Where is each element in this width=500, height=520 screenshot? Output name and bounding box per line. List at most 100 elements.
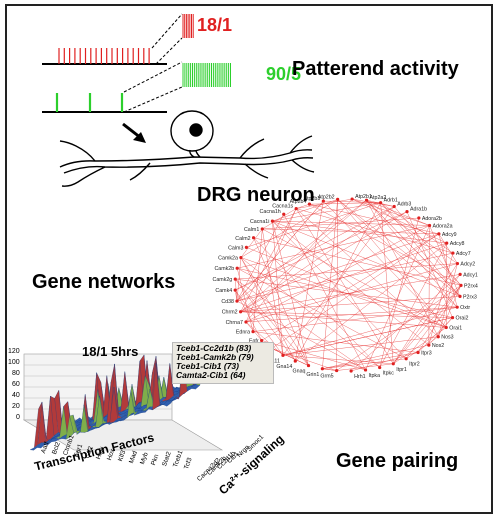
network-edge	[240, 228, 263, 258]
network-node	[260, 338, 264, 343]
gene-node-label: Gna14	[276, 364, 292, 370]
gene-node-label: Cd38	[221, 299, 234, 305]
gene-node-label: Itpr2	[409, 362, 420, 368]
network-edge	[296, 198, 353, 209]
network-edge	[337, 199, 447, 328]
gene-node-label: Adrb1	[384, 198, 398, 204]
gene-node-label: Nos2	[432, 343, 444, 349]
y-tick: 60	[12, 381, 20, 388]
gene-node-label: Adcy8	[450, 241, 465, 247]
gene-node-label: Adora2a	[433, 223, 453, 229]
network-edge	[295, 242, 447, 362]
network-edge	[236, 199, 367, 302]
gene-node-label: Adcy1	[463, 272, 478, 278]
gene-node-label: Atp2b1	[355, 194, 372, 200]
network-edge	[272, 199, 338, 222]
network-edge	[245, 208, 297, 323]
gene-node-label: Itpkc	[383, 371, 395, 377]
gene-node-label: Grm5	[320, 374, 333, 380]
network-edge	[240, 199, 367, 312]
network-node	[235, 299, 239, 303]
network-node	[364, 198, 369, 202]
network-edge	[393, 327, 447, 364]
gene-node-label: Camk4	[215, 288, 232, 294]
network-edge	[271, 233, 439, 349]
network-edge	[336, 199, 338, 371]
arrow-icon	[122, 122, 146, 143]
network-edge	[438, 233, 458, 264]
network-node	[239, 255, 243, 260]
y-tick: 120	[8, 348, 20, 355]
network-edge	[245, 263, 458, 323]
network-edge	[322, 358, 407, 370]
network-node	[392, 204, 396, 209]
y-tick: 20	[12, 403, 20, 410]
network-node	[270, 219, 274, 223]
network-node	[235, 266, 239, 270]
network-edge	[236, 200, 324, 302]
network-edge	[429, 225, 461, 297]
network-edge	[295, 201, 324, 362]
network-edge	[309, 202, 381, 205]
gene-node-label: Adrb3	[397, 202, 411, 208]
network-edge	[428, 253, 454, 346]
network-edge	[271, 348, 309, 366]
gene-node-label: Adora2b	[422, 216, 442, 222]
network-node	[260, 227, 264, 231]
network-edge	[323, 200, 381, 203]
gene-node-label: Adcy9	[442, 232, 457, 238]
network-edge	[322, 352, 419, 370]
network-edge	[240, 199, 338, 258]
network-edge	[237, 267, 407, 359]
network-node	[455, 261, 460, 266]
network-edge	[240, 206, 395, 312]
network-edge	[282, 206, 395, 356]
network-edge	[252, 331, 419, 353]
pair-label-3: Tceb1-Cib1 (73)	[176, 361, 239, 371]
network-edge	[336, 285, 462, 371]
network-edge	[235, 206, 395, 291]
gene-node-label: Oxtr	[460, 305, 470, 311]
network-node	[378, 365, 382, 370]
network-node	[281, 353, 285, 357]
gene-node-label: P2rx4	[464, 283, 478, 289]
network-edge	[366, 200, 439, 337]
network-edge	[366, 199, 458, 264]
network-edge	[240, 311, 453, 318]
y-tick: 40	[12, 392, 20, 399]
network-edge	[337, 199, 458, 308]
gene-networks-title: Gene networks	[32, 271, 176, 293]
network-edge	[352, 198, 430, 226]
gene-node-label: Nos3	[441, 335, 453, 341]
network-node	[437, 232, 441, 236]
network-node	[233, 277, 237, 281]
network-edge	[366, 199, 461, 297]
gene-node-label: Itpr3	[421, 350, 432, 356]
network-edge	[237, 267, 453, 318]
figure-frame	[5, 4, 493, 514]
network-node	[293, 359, 297, 363]
gene-node-label: Camk2b	[214, 266, 234, 272]
network-node	[244, 245, 249, 249]
network-edge	[236, 268, 254, 332]
gene-node-label: Calm1	[244, 227, 259, 233]
gene-node-label: Egfr	[249, 338, 259, 344]
network-node	[244, 320, 248, 324]
network-node	[416, 350, 420, 355]
network-edge	[261, 340, 366, 371]
network-edge	[379, 243, 447, 368]
network-node	[350, 197, 354, 201]
network-node	[307, 202, 312, 206]
gene-node-label: Cacna1h	[260, 209, 281, 215]
pattern1-label: 18/1	[197, 15, 233, 35]
pair-label-1: Tceb1-Cc2d1b (83)	[176, 343, 252, 353]
network-node	[294, 206, 298, 211]
network-edge	[235, 263, 458, 280]
gene-node-label: Adcy2	[460, 262, 475, 268]
network-edge	[272, 220, 461, 297]
network-edge	[272, 202, 381, 222]
gene-node-label: Cacna1i	[250, 219, 269, 225]
network-edge	[406, 211, 453, 318]
network-edge	[240, 257, 309, 366]
